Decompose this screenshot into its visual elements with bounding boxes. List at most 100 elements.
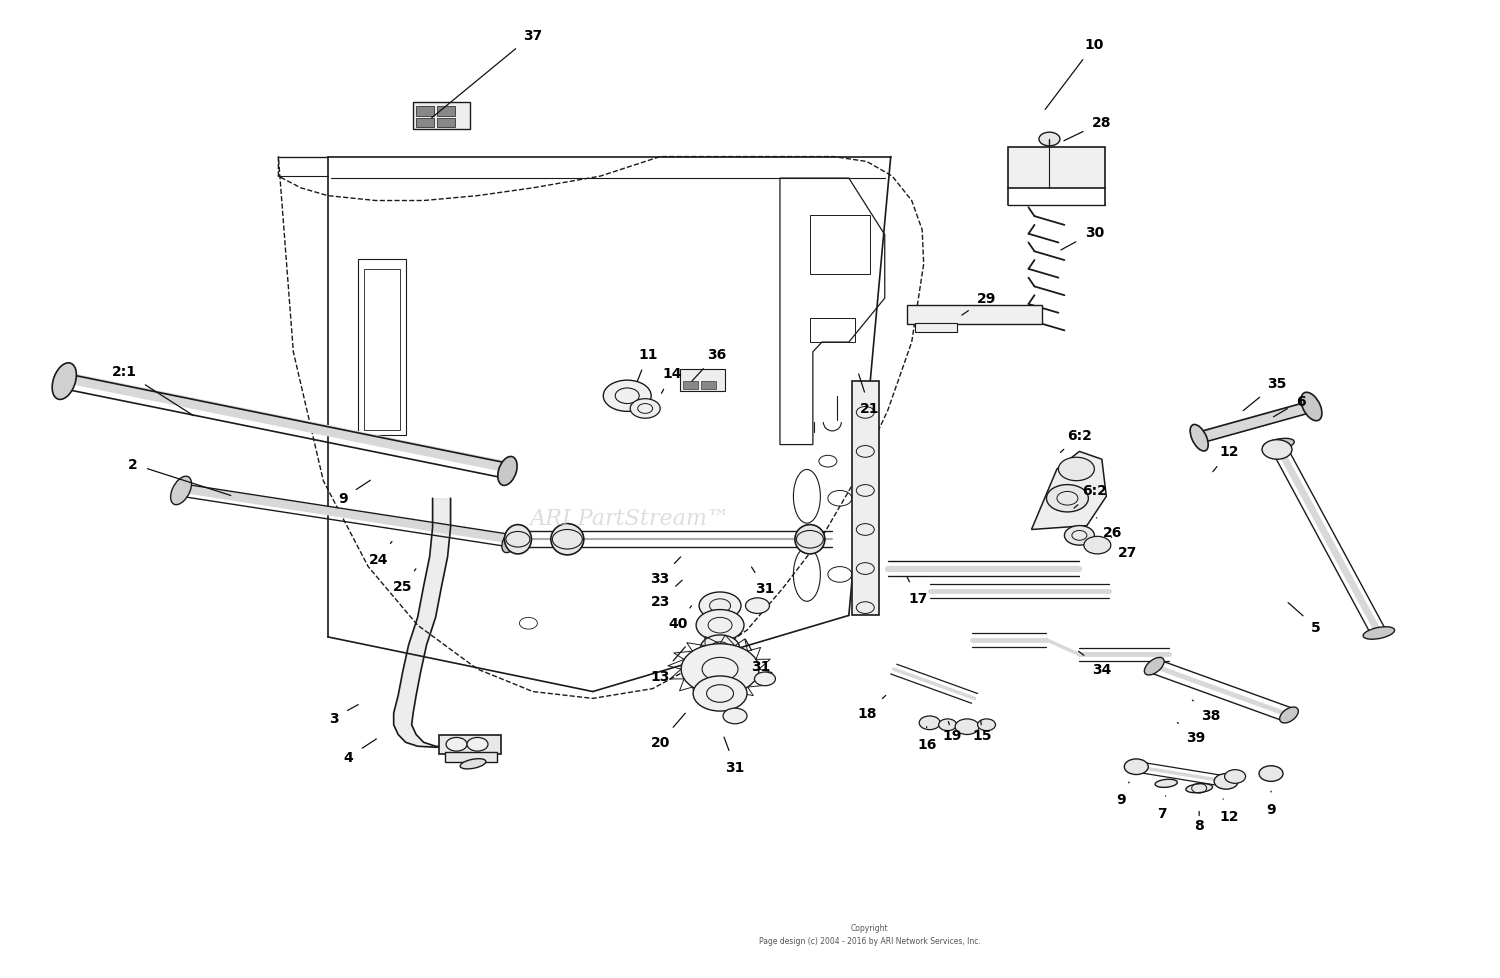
Polygon shape: [1032, 452, 1107, 530]
Text: 39: 39: [1178, 723, 1206, 744]
Text: 15: 15: [972, 721, 992, 741]
Text: 8: 8: [1194, 812, 1204, 832]
Text: 12: 12: [1214, 445, 1239, 472]
Text: 28: 28: [1064, 116, 1112, 142]
Ellipse shape: [1155, 779, 1178, 787]
Text: 9: 9: [1116, 782, 1130, 806]
Ellipse shape: [1300, 393, 1322, 422]
Text: 10: 10: [1046, 38, 1104, 111]
Circle shape: [700, 636, 740, 661]
Circle shape: [630, 399, 660, 419]
Circle shape: [1040, 133, 1060, 147]
Text: 27: 27: [1112, 538, 1137, 559]
Text: 35: 35: [1244, 377, 1287, 411]
Bar: [413, 103, 470, 130]
Ellipse shape: [504, 525, 531, 555]
Bar: [680, 370, 724, 391]
Bar: [416, 107, 434, 116]
Text: 33: 33: [651, 557, 681, 586]
Text: 31: 31: [752, 567, 774, 596]
Bar: [908, 306, 1042, 325]
Text: 23: 23: [651, 581, 682, 608]
Circle shape: [956, 719, 980, 734]
Circle shape: [696, 610, 744, 642]
Circle shape: [1047, 485, 1089, 512]
Text: 6:2: 6:2: [1060, 428, 1092, 453]
Text: 18: 18: [856, 695, 885, 720]
Text: 16: 16: [916, 727, 936, 751]
Text: 31: 31: [724, 737, 744, 774]
Text: 20: 20: [651, 714, 686, 749]
Circle shape: [446, 737, 466, 751]
Bar: [363, 270, 399, 430]
Text: 2:1: 2:1: [111, 365, 194, 417]
Bar: [682, 381, 698, 389]
Ellipse shape: [53, 364, 76, 400]
Circle shape: [1262, 440, 1292, 460]
Bar: [915, 323, 957, 333]
Circle shape: [1224, 770, 1245, 783]
Text: 11: 11: [638, 347, 658, 382]
Text: 2: 2: [129, 458, 231, 496]
Bar: [810, 318, 855, 342]
Ellipse shape: [1190, 425, 1208, 452]
Text: 9: 9: [338, 481, 370, 506]
Ellipse shape: [1144, 657, 1164, 675]
Bar: [700, 381, 715, 389]
Text: 36: 36: [692, 347, 726, 381]
Circle shape: [1214, 774, 1237, 789]
Circle shape: [693, 676, 747, 711]
Text: 40: 40: [669, 606, 692, 631]
Text: 31: 31: [746, 640, 770, 674]
Bar: [852, 381, 879, 616]
Text: 24: 24: [369, 542, 392, 566]
Circle shape: [746, 599, 770, 614]
Text: 13: 13: [651, 647, 686, 684]
Ellipse shape: [171, 476, 192, 506]
Bar: [436, 118, 454, 128]
Text: 37: 37: [432, 28, 543, 118]
Bar: [1008, 148, 1106, 189]
Circle shape: [723, 708, 747, 724]
Ellipse shape: [1186, 783, 1212, 793]
Text: 17: 17: [908, 577, 927, 605]
Bar: [416, 118, 434, 128]
Ellipse shape: [1280, 707, 1299, 724]
Text: ARI PartStream™: ARI PartStream™: [530, 508, 730, 529]
Circle shape: [1258, 766, 1282, 781]
Circle shape: [920, 716, 940, 730]
Circle shape: [1125, 759, 1149, 775]
Text: 19: 19: [942, 722, 962, 741]
Text: 5: 5: [1288, 603, 1322, 635]
Circle shape: [939, 719, 957, 731]
Text: 30: 30: [1060, 226, 1104, 250]
Circle shape: [1084, 537, 1112, 555]
Text: 3: 3: [328, 705, 358, 725]
Text: 34: 34: [1078, 651, 1112, 677]
Ellipse shape: [1263, 439, 1294, 452]
Text: 14: 14: [662, 367, 682, 394]
Circle shape: [1065, 526, 1095, 546]
Text: 26: 26: [1096, 518, 1122, 540]
Circle shape: [1059, 458, 1095, 481]
Text: 6:2: 6:2: [1074, 484, 1107, 509]
Ellipse shape: [503, 530, 519, 553]
Circle shape: [699, 593, 741, 620]
Text: 12: 12: [1220, 799, 1239, 822]
Bar: [810, 216, 870, 275]
Text: 9: 9: [1266, 791, 1276, 816]
Ellipse shape: [498, 457, 517, 486]
Ellipse shape: [795, 525, 825, 555]
Circle shape: [603, 380, 651, 412]
Ellipse shape: [1364, 627, 1395, 640]
Text: 4: 4: [344, 739, 376, 764]
Bar: [438, 734, 501, 754]
Bar: [444, 752, 497, 762]
Text: Copyright
Page design (c) 2004 - 2016 by ARI Network Services, Inc.: Copyright Page design (c) 2004 - 2016 by…: [759, 923, 981, 946]
Text: 6: 6: [1274, 394, 1306, 418]
Bar: [436, 107, 454, 116]
Circle shape: [978, 719, 996, 731]
Ellipse shape: [460, 759, 486, 769]
Text: 38: 38: [1192, 700, 1221, 722]
Bar: [357, 260, 405, 435]
